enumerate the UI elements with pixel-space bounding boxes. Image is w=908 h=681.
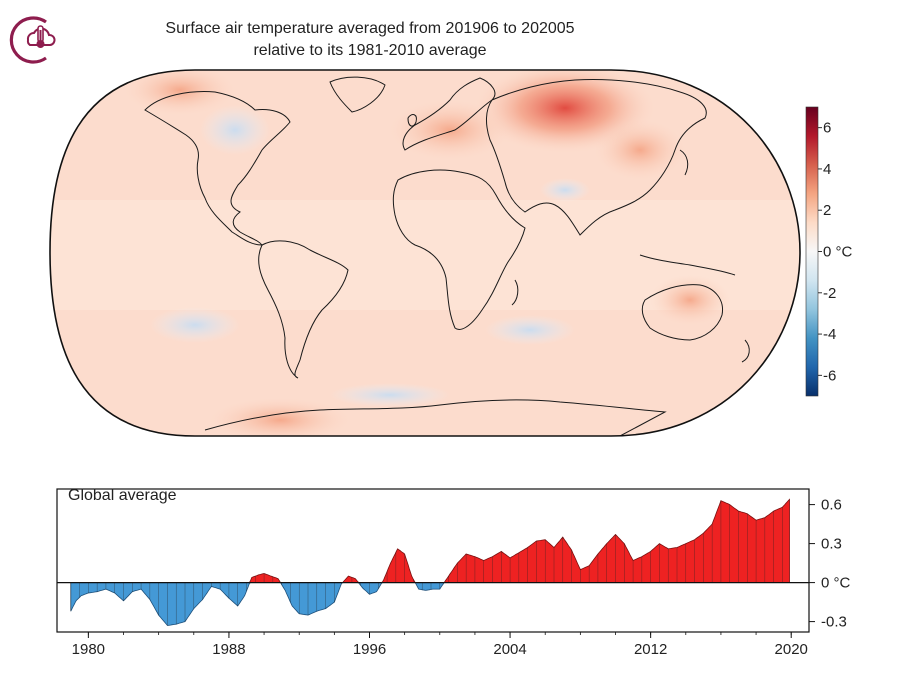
australia-outline xyxy=(641,284,724,341)
anomaly-europe xyxy=(390,100,510,160)
anomaly-antarctic-peninsula xyxy=(210,398,350,436)
anomaly-southern-ocean-2 xyxy=(485,315,575,345)
greenland-outline xyxy=(329,76,386,113)
anomaly-central-asia xyxy=(540,178,590,202)
antarctica-outline xyxy=(204,399,667,436)
x-tick-label: 1996 xyxy=(353,641,386,658)
y-tick-label: 0 °C xyxy=(821,575,851,592)
logo xyxy=(9,16,56,64)
anomaly-hudson-bay xyxy=(200,105,270,155)
japan-outline xyxy=(679,149,689,176)
indonesia-outline xyxy=(639,254,736,276)
chart-title: Surface air temperature averaged from 20… xyxy=(150,18,590,62)
area-series xyxy=(70,498,790,626)
new-zealand-outline xyxy=(741,339,750,363)
asia-outline xyxy=(486,79,707,236)
anomaly-alaska xyxy=(125,70,235,115)
x-tick-label: 2012 xyxy=(634,641,667,658)
negative-anomaly-area xyxy=(70,582,790,626)
plot-frame xyxy=(56,488,810,633)
globe-border xyxy=(49,69,801,437)
bar-lines xyxy=(70,500,783,626)
anomaly-southern-ocean-3 xyxy=(330,383,450,407)
x-axis-ticks: 1980 1988 1996 2004 2012 2020 xyxy=(72,632,808,658)
title-line-1: Surface air temperature averaged from 20… xyxy=(165,20,575,37)
x-tick-label: 2020 xyxy=(775,641,808,658)
africa-outline xyxy=(392,169,526,330)
continent-outlines xyxy=(144,76,750,436)
south-america-outline xyxy=(258,240,349,379)
y-tick-label: -0.3 xyxy=(821,614,847,631)
thermometer-cloud-icon xyxy=(9,16,56,64)
uk-outline xyxy=(407,114,417,127)
y-tick-label: 0.6 xyxy=(821,497,842,514)
temperature-anomaly-map xyxy=(50,70,800,436)
global-average-label: Global average xyxy=(68,487,177,504)
x-tick-label: 1980 xyxy=(72,641,105,658)
north-america-outline xyxy=(144,91,291,246)
x-tick-label: 2004 xyxy=(493,641,526,658)
y-tick-label: 0.3 xyxy=(821,536,842,553)
x-tick-label: 1988 xyxy=(212,641,245,658)
title-line-2: relative to its 1981-2010 average xyxy=(253,42,487,59)
anomaly-southern-ocean-1 xyxy=(150,307,240,343)
madagascar-outline xyxy=(511,279,519,306)
y-axis-ticks: 0.6 0.3 0 °C -0.3 xyxy=(809,497,851,631)
positive-anomaly-area xyxy=(70,498,790,583)
anomaly-china xyxy=(595,120,685,180)
